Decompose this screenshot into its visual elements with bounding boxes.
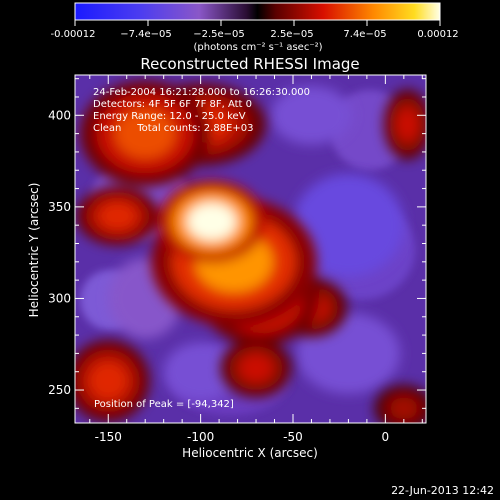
colorbar-units: (photons cm⁻² s⁻¹ asec⁻²) <box>193 42 322 53</box>
y-axis: 250 300 350 400 <box>48 78 426 409</box>
observation-annotations: 24-Feb-2004 16:21:28.000 to 16:26:30.000… <box>93 87 310 134</box>
annotation-detectors: Detectors: 4F 5F 6F 7F 8F, Att 0 <box>93 99 252 110</box>
x-axis: -150 -100 -50 0 <box>89 75 423 444</box>
dark-region <box>163 342 238 402</box>
chart-title: Reconstructed RHESSI Image <box>140 55 359 73</box>
x-tick-label: -50 <box>283 430 303 444</box>
y-tick-label: 350 <box>48 200 71 214</box>
plot-frame <box>74 74 427 424</box>
colorbar-tick-label: −7.4e−05 <box>120 29 172 40</box>
colorbar-tick-label: 0.00012 <box>417 29 458 40</box>
source-blob <box>98 202 137 230</box>
annotation-time-range: 24-Feb-2004 16:21:28.000 to 16:26:30.000 <box>93 87 310 98</box>
colorbar: -0.00012 −7.4e−05 −2.5e−05 2.5e−05 7.4e−… <box>51 2 459 53</box>
dark-region <box>270 85 353 145</box>
peak-position-label: Position of Peak = [-94,342] <box>94 399 234 410</box>
annotation-energy-range: Energy Range: 12.0 - 25.0 keV <box>93 111 246 122</box>
x-tick-label: 0 <box>382 430 390 444</box>
source-blob <box>114 108 176 159</box>
y-axis-label: Heliocentric Y (arcsec) <box>27 183 41 318</box>
x-tick-label: -150 <box>95 430 122 444</box>
y-tick-label: 250 <box>48 383 71 397</box>
footer-date: 22-Jun-2013 12:42 <box>391 484 494 497</box>
source-blob <box>396 107 419 141</box>
source-blob <box>88 361 128 401</box>
x-tick-label: -100 <box>187 430 214 444</box>
annotation-method-counts: Clean Total counts: 2.88E+03 <box>93 123 253 134</box>
plot-area <box>75 75 426 423</box>
colorbar-tick-label: -0.00012 <box>51 29 96 40</box>
x-axis-label: Heliocentric X (arcsec) <box>182 446 318 460</box>
colorbar-ticks <box>74 20 441 26</box>
colorbar-tick-label: 2.5e−05 <box>270 29 313 40</box>
colorbar-tick-label: −2.5e−05 <box>193 29 245 40</box>
source-blob <box>186 202 237 241</box>
bright-sources <box>75 80 426 423</box>
y-tick-label: 400 <box>48 108 71 122</box>
source-blob <box>239 354 273 382</box>
colorbar-gradient <box>74 2 441 21</box>
y-tick-label: 300 <box>48 291 71 305</box>
source-blob <box>389 397 418 420</box>
dark-region <box>292 173 404 277</box>
colorbar-tick-label: 7.4e−05 <box>343 29 386 40</box>
